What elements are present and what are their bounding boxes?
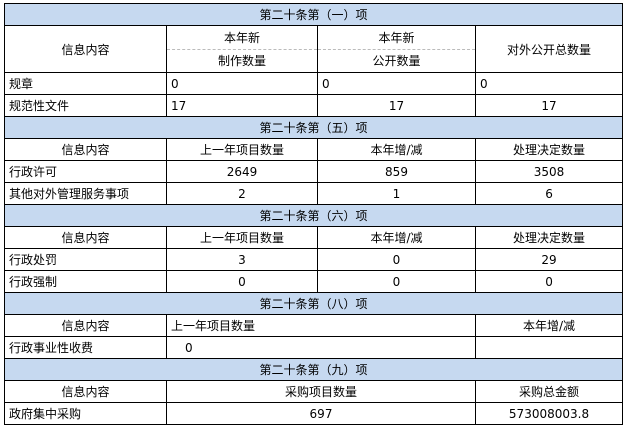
cell: 0	[166, 270, 318, 293]
header-row: 信息内容 上一年项目数量 本年增/减	[4, 314, 624, 337]
table-row: 行政事业性收费 0	[4, 336, 624, 359]
row-label: 政府集中采购	[4, 402, 167, 425]
header-row: 信息内容 采购项目数量 采购总金额	[4, 380, 624, 403]
cell: 17	[317, 94, 476, 117]
col-header: 信息内容	[4, 25, 167, 73]
section-title-row: 第二十条第（五）项	[3, 116, 624, 139]
col-header: 信息内容	[4, 380, 167, 403]
cell: 0	[317, 248, 476, 271]
section-title-row: 第二十条第（六）项	[3, 204, 624, 227]
row-label: 其他对外管理服务事项	[4, 182, 167, 205]
cell: 0	[166, 336, 476, 359]
col-header: 采购总金额	[474, 380, 624, 403]
row-label: 行政处罚	[4, 248, 167, 271]
section-title: 第二十条第（六）项	[3, 204, 624, 227]
col-header: 上一年项目数量	[166, 138, 318, 161]
table-row: 行政强制 0 0 0	[4, 270, 624, 293]
col-header: 本年新 制作数量	[166, 25, 318, 73]
col-header: 信息内容	[4, 226, 167, 249]
table-row: 行政许可 2649 859 3508	[4, 160, 624, 183]
section-title: 第二十条第（九）项	[3, 358, 624, 381]
cell: 573008003.8	[474, 402, 624, 425]
cell: 0	[317, 72, 476, 95]
col-header: 本年增/减	[317, 138, 476, 161]
row-label: 规章	[4, 72, 167, 95]
section-title: 第二十条第（五）项	[3, 116, 624, 139]
col-header: 信息内容	[4, 138, 167, 161]
col-header: 采购项目数量	[166, 380, 476, 403]
cell: 0	[474, 72, 624, 95]
cell: 859	[317, 160, 476, 183]
col-header: 上一年项目数量	[166, 226, 318, 249]
table-row: 政府集中采购 697 573008003.8	[4, 402, 624, 425]
table-row: 规章 0 0 0	[4, 72, 624, 95]
cell: 0	[474, 270, 624, 293]
col-header: 信息内容	[4, 314, 167, 337]
table-row: 规范性文件 17 17 17	[4, 94, 624, 117]
cell: 3508	[474, 160, 624, 183]
row-label: 行政强制	[4, 270, 167, 293]
cell: 17	[474, 94, 624, 117]
section-title-row: 第二十条第（一）项	[3, 3, 624, 26]
cell: 29	[474, 248, 624, 271]
cell: 1	[317, 182, 476, 205]
col-header: 处理决定数量	[474, 226, 624, 249]
cell: 3	[166, 248, 318, 271]
row-label: 行政许可	[4, 160, 167, 183]
col-header: 本年增/减	[474, 314, 624, 337]
col-header: 本年增/减	[317, 226, 476, 249]
section-title-row: 第二十条第（八）项	[3, 292, 624, 315]
cell: 2	[166, 182, 318, 205]
table-row: 行政处罚 3 0 29	[4, 248, 624, 271]
cell: 2649	[166, 160, 318, 183]
cell: 6	[474, 182, 624, 205]
cell	[474, 336, 624, 359]
section-title: 第二十条第（一）项	[3, 3, 624, 26]
header-row: 信息内容 本年新 制作数量 本年新 公开数量 对外公开总数量	[4, 25, 624, 73]
disclosure-table: 第二十条第（一）项 信息内容 本年新 制作数量 本年新 公开数量 对外公开总数量 规…	[3, 3, 624, 425]
cell: 17	[166, 94, 318, 117]
header-row: 信息内容 上一年项目数量 本年增/减 处理决定数量	[4, 138, 624, 161]
section-title: 第二十条第（八）项	[3, 292, 624, 315]
section-title-row: 第二十条第（九）项	[3, 358, 624, 381]
cell: 697	[166, 402, 476, 425]
col-header: 本年新 公开数量	[317, 25, 476, 73]
header-row: 信息内容 上一年项目数量 本年增/减 处理决定数量	[4, 226, 624, 249]
col-header: 处理决定数量	[474, 138, 624, 161]
row-label: 行政事业性收费	[4, 336, 167, 359]
table-row: 其他对外管理服务事项 2 1 6	[4, 182, 624, 205]
col-header: 上一年项目数量	[166, 314, 476, 337]
col-header: 对外公开总数量	[474, 25, 624, 73]
cell: 0	[317, 270, 476, 293]
row-label: 规范性文件	[4, 94, 167, 117]
cell: 0	[166, 72, 318, 95]
